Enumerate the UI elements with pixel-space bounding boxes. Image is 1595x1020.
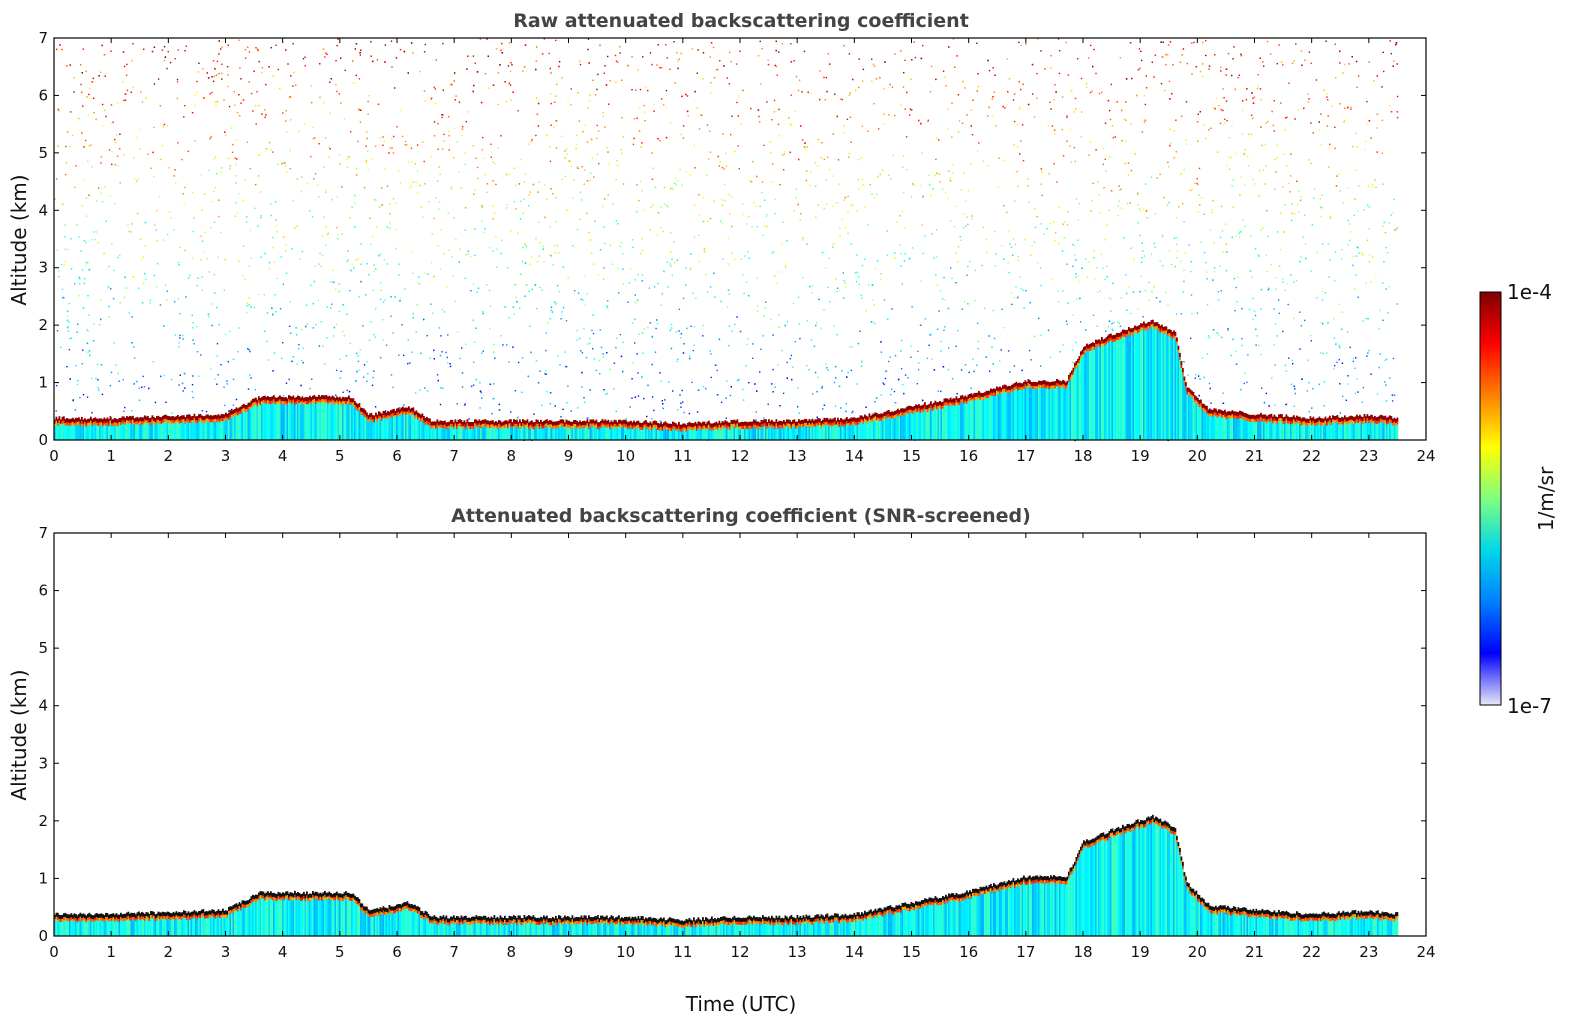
- x-tick-label: 19: [1131, 943, 1150, 961]
- x-tick-label: 4: [278, 447, 288, 465]
- x-tick-label: 24: [1416, 943, 1435, 961]
- screened-y-axis-label: Altitude (km): [7, 669, 31, 800]
- x-tick-label: 18: [1073, 943, 1092, 961]
- x-tick-label: 3: [221, 943, 231, 961]
- y-tick-label: 1: [38, 869, 48, 887]
- x-tick-label: 12: [730, 943, 749, 961]
- x-tick-label: 10: [616, 943, 635, 961]
- x-tick-label: 21: [1245, 447, 1264, 465]
- x-tick-label: 24: [1416, 447, 1435, 465]
- raw-backscatter-panel: Raw attenuated backscattering coefficien…: [7, 10, 1436, 465]
- y-tick-label: 1: [38, 374, 48, 392]
- x-tick-label: 0: [49, 447, 59, 465]
- x-tick-label: 2: [164, 447, 174, 465]
- x-tick-label: 1: [106, 447, 116, 465]
- x-tick-label: 7: [449, 447, 459, 465]
- x-tick-label: 15: [902, 943, 921, 961]
- y-tick-label: 7: [38, 29, 48, 47]
- x-tick-label: 8: [507, 447, 517, 465]
- y-tick-label: 2: [38, 812, 48, 830]
- raw-y-axis-label: Altitude (km): [7, 174, 31, 305]
- y-tick-label: 5: [38, 144, 48, 162]
- x-tick-label: 5: [335, 943, 345, 961]
- x-axis-label: Time (UTC): [685, 992, 797, 1016]
- y-tick-label: 6: [38, 86, 48, 104]
- colorbar: 1e-4 1e-7 1/m/sr: [1479, 280, 1558, 718]
- x-tick-label: 23: [1359, 943, 1378, 961]
- x-tick-label: 17: [1016, 943, 1035, 961]
- x-tick-label: 22: [1302, 943, 1321, 961]
- screened-panel-title: Attenuated backscattering coefficient (S…: [451, 505, 1031, 527]
- x-tick-label: 11: [673, 943, 692, 961]
- x-tick-label: 17: [1016, 447, 1035, 465]
- raw-panel-title: Raw attenuated backscattering coefficien…: [513, 10, 969, 32]
- x-tick-label: 18: [1073, 447, 1092, 465]
- x-tick-label: 6: [392, 447, 402, 465]
- y-tick-label: 6: [38, 582, 48, 600]
- y-tick-label: 3: [38, 754, 48, 772]
- x-tick-label: 19: [1131, 447, 1150, 465]
- colorbar-unit-label: 1/m/sr: [1534, 466, 1558, 531]
- x-tick-label: 9: [564, 447, 574, 465]
- x-tick-label: 12: [730, 447, 749, 465]
- y-tick-label: 4: [38, 697, 48, 715]
- colorbar-gradient: [1479, 291, 1502, 706]
- x-tick-label: 0: [49, 943, 59, 961]
- boundary-layer-band: [54, 814, 1399, 936]
- x-tick-label: 22: [1302, 447, 1321, 465]
- y-tick-label: 4: [38, 201, 48, 219]
- x-tick-label: 16: [959, 447, 978, 465]
- screened-heatmap: [54, 814, 1399, 936]
- x-tick-label: 1: [106, 943, 116, 961]
- x-tick-label: 20: [1188, 447, 1207, 465]
- screened-backscatter-panel: Attenuated backscattering coefficient (S…: [7, 505, 1436, 1016]
- x-tick-label: 20: [1188, 943, 1207, 961]
- y-tick-label: 5: [38, 639, 48, 657]
- y-tick-label: 0: [38, 927, 48, 945]
- screened-axis-ticks: 0 1 2 3 4 5 6 7 8 9 10 11 12 13 14 15 16 17 18 19 20 21 22 23 24…: [38, 524, 1435, 961]
- x-tick-label: 21: [1245, 943, 1264, 961]
- y-tick-label: 0: [38, 431, 48, 449]
- x-tick-label: 13: [788, 447, 807, 465]
- x-tick-label: 11: [673, 447, 692, 465]
- x-tick-label: 5: [335, 447, 345, 465]
- raw-axis-ticks: 0 1 2 3 4 5 6 7 8 9 10 11 12 13 14 15 16 17 18 19 20 21 22 23 24…: [38, 29, 1435, 465]
- x-tick-label: 14: [845, 943, 864, 961]
- y-tick-label: 7: [38, 524, 48, 542]
- x-tick-label: 14: [845, 447, 864, 465]
- raw-heatmap: [54, 38, 1399, 442]
- x-tick-label: 8: [507, 943, 517, 961]
- x-tick-label: 9: [564, 943, 574, 961]
- screened-plot-area: [54, 533, 1426, 936]
- colorbar-min-label: 1e-7: [1507, 694, 1552, 718]
- boundary-layer-band: [54, 319, 1399, 440]
- y-tick-label: 3: [38, 259, 48, 277]
- y-tick-label: 2: [38, 316, 48, 334]
- x-tick-label: 10: [616, 447, 635, 465]
- x-tick-label: 3: [221, 447, 231, 465]
- x-tick-label: 23: [1359, 447, 1378, 465]
- x-tick-label: 13: [788, 943, 807, 961]
- x-tick-label: 7: [449, 943, 459, 961]
- colorbar-max-label: 1e-4: [1507, 280, 1552, 304]
- x-tick-label: 4: [278, 943, 288, 961]
- x-tick-label: 16: [959, 943, 978, 961]
- raw-plot-area: [54, 38, 1426, 440]
- x-tick-label: 15: [902, 447, 921, 465]
- x-tick-label: 2: [164, 943, 174, 961]
- x-tick-label: 6: [392, 943, 402, 961]
